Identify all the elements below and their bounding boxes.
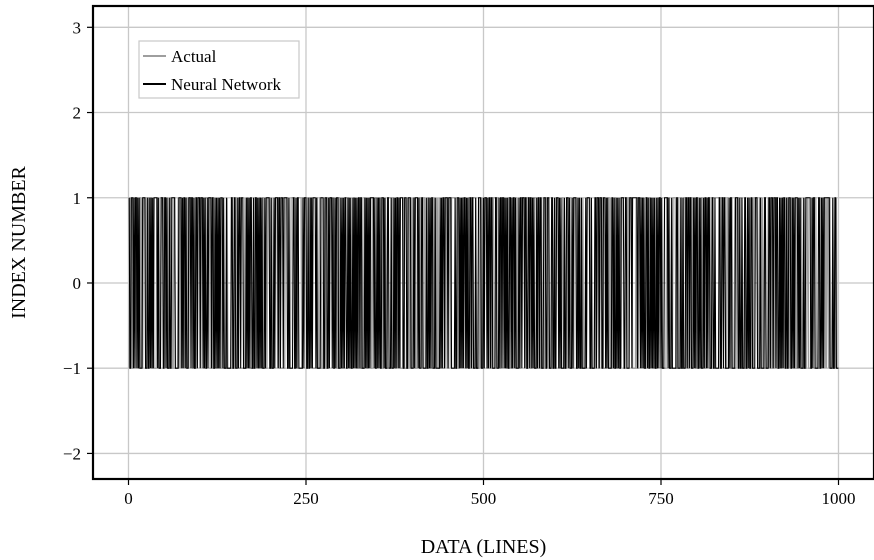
legend-box bbox=[138, 40, 300, 99]
y-tick-label: 2 bbox=[73, 104, 82, 123]
y-tick-label: 0 bbox=[73, 274, 82, 293]
y-tick-label: 1 bbox=[73, 189, 82, 208]
series-area bbox=[128, 197, 839, 369]
legend-entry-label: Actual bbox=[171, 47, 217, 66]
x-tick-label: 1000 bbox=[822, 489, 856, 508]
x-tick-label: 750 bbox=[648, 489, 674, 508]
legend-entry-label: Neural Network bbox=[171, 75, 281, 94]
y-tick-label: −1 bbox=[63, 359, 81, 378]
x-tick-label: 250 bbox=[293, 489, 319, 508]
y-axis-label: INDEX NUMBER bbox=[8, 165, 30, 318]
x-tick-label: 500 bbox=[471, 489, 497, 508]
x-axis-label: DATA (LINES) bbox=[421, 536, 547, 558]
ticks: 0 250 500 750 1000 3 2 1 0 −1 −2 bbox=[63, 18, 856, 508]
series-neural-network-line bbox=[128, 197, 839, 369]
legend: Actual Neural Network bbox=[138, 40, 300, 99]
x-tick-label: 0 bbox=[124, 489, 133, 508]
y-tick-label: 3 bbox=[73, 18, 82, 37]
y-tick-label: −2 bbox=[63, 444, 81, 463]
